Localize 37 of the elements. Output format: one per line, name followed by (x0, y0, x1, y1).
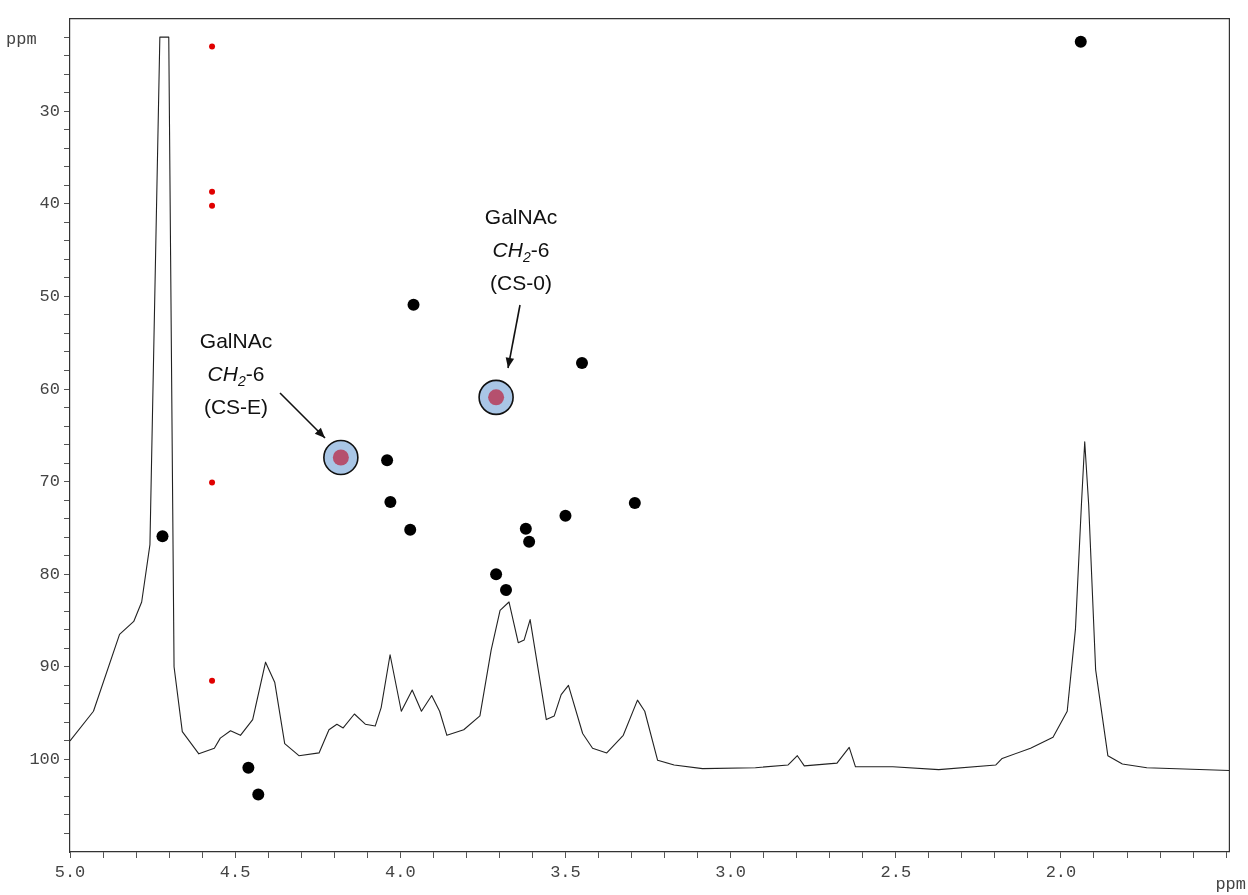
point (209, 188, 216, 195)
point (242, 761, 255, 774)
point (559, 509, 572, 522)
y-tick-label: 40 (39, 194, 60, 214)
y-tick-label: 80 (39, 564, 60, 584)
point (523, 535, 536, 548)
y-tick-label: 50 (39, 286, 60, 306)
x-tick-label: 5.0 (54, 862, 86, 882)
point (209, 479, 216, 486)
point (500, 583, 513, 596)
x-tick-label: 3.0 (715, 862, 746, 882)
point (209, 677, 216, 684)
point (407, 298, 420, 311)
point (575, 357, 588, 370)
x-tick-label: 4.5 (219, 862, 251, 882)
x-tick-label: 4.0 (385, 862, 416, 882)
y-tick-label: 100 (29, 749, 60, 769)
y-tick-label: 60 (39, 379, 60, 399)
y-tick-label: 90 (39, 657, 60, 677)
point (252, 788, 265, 801)
x-axis-title: ppm (1215, 875, 1246, 894)
point (384, 495, 397, 508)
x-tick-label: 2.5 (880, 862, 912, 882)
y-tick-label: 30 (39, 101, 60, 121)
y-axis-title: ppm (6, 30, 37, 50)
point (628, 496, 641, 509)
point (156, 530, 169, 543)
x-tick-label: 3.5 (550, 862, 581, 882)
point (519, 522, 532, 535)
point (1074, 35, 1087, 48)
point (490, 568, 503, 581)
y-tick-label: 70 (39, 472, 60, 492)
point (209, 202, 216, 209)
point (404, 523, 417, 536)
point (381, 454, 394, 467)
point (209, 43, 216, 50)
x-tick-label: 2.0 (1045, 862, 1077, 882)
